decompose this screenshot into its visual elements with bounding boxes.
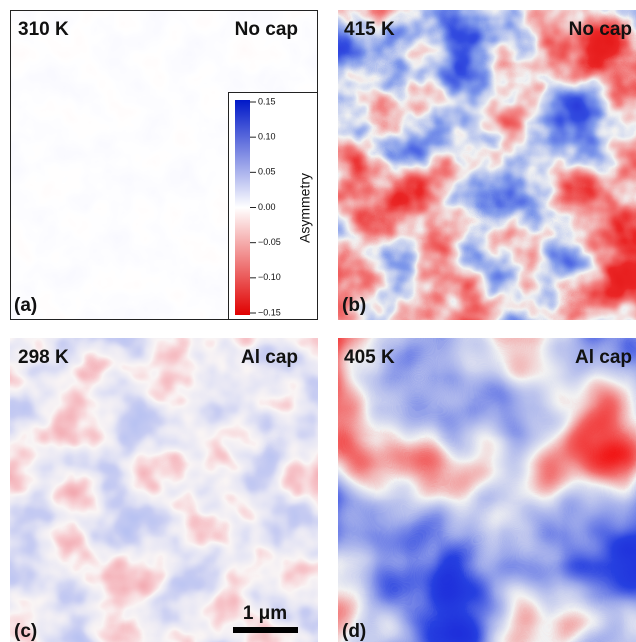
domain-image: [10, 338, 318, 642]
temperature: 405 K: [344, 347, 395, 368]
colorbar-tick-label: 0.10: [258, 132, 276, 142]
colorbar-gradient: [235, 100, 250, 315]
cap: Al cap: [241, 347, 298, 368]
scale-bar-label: 1 μm: [243, 603, 287, 624]
temperature: 310 K: [18, 19, 69, 40]
cap: No cap: [235, 19, 298, 40]
panel-label: (c): [14, 621, 37, 642]
colorbar-tick-label: 0.00: [258, 202, 276, 212]
colorbar-tick-label: 0.05: [258, 167, 276, 177]
temperature: 415 K: [344, 19, 395, 40]
colorbar-tick-label: −0.05: [258, 237, 281, 247]
colorbar-tick-label: 0.15: [258, 96, 276, 106]
panel-c: 298 K Al cap (c) 1 μm: [10, 338, 318, 642]
panel-label: (a): [14, 295, 37, 316]
colorbar: Asymmetry 0.15 0.10 0.05 0.00 −0.05 −0.10 −0.1…: [229, 93, 318, 320]
panel-label: (b): [342, 295, 366, 316]
figure: 310 K No cap (a) 415 K No cap (b) 298 K …: [0, 0, 636, 642]
domain-image: [338, 338, 636, 642]
panel-b: 415 K No cap (b): [338, 10, 636, 320]
panel-label: (d): [342, 621, 366, 642]
scale-bar: [233, 627, 298, 633]
colorbar-tick-label: −0.15: [258, 307, 281, 317]
domain-image: [338, 10, 636, 320]
cap: Al cap: [575, 347, 632, 368]
colorbar-label: Asymmetry: [297, 173, 313, 243]
cap: No cap: [569, 19, 632, 40]
colorbar-tick-label: −0.10: [258, 272, 281, 282]
panel-d: 405 K Al cap (d): [338, 338, 636, 642]
temperature: 298 K: [18, 347, 69, 368]
